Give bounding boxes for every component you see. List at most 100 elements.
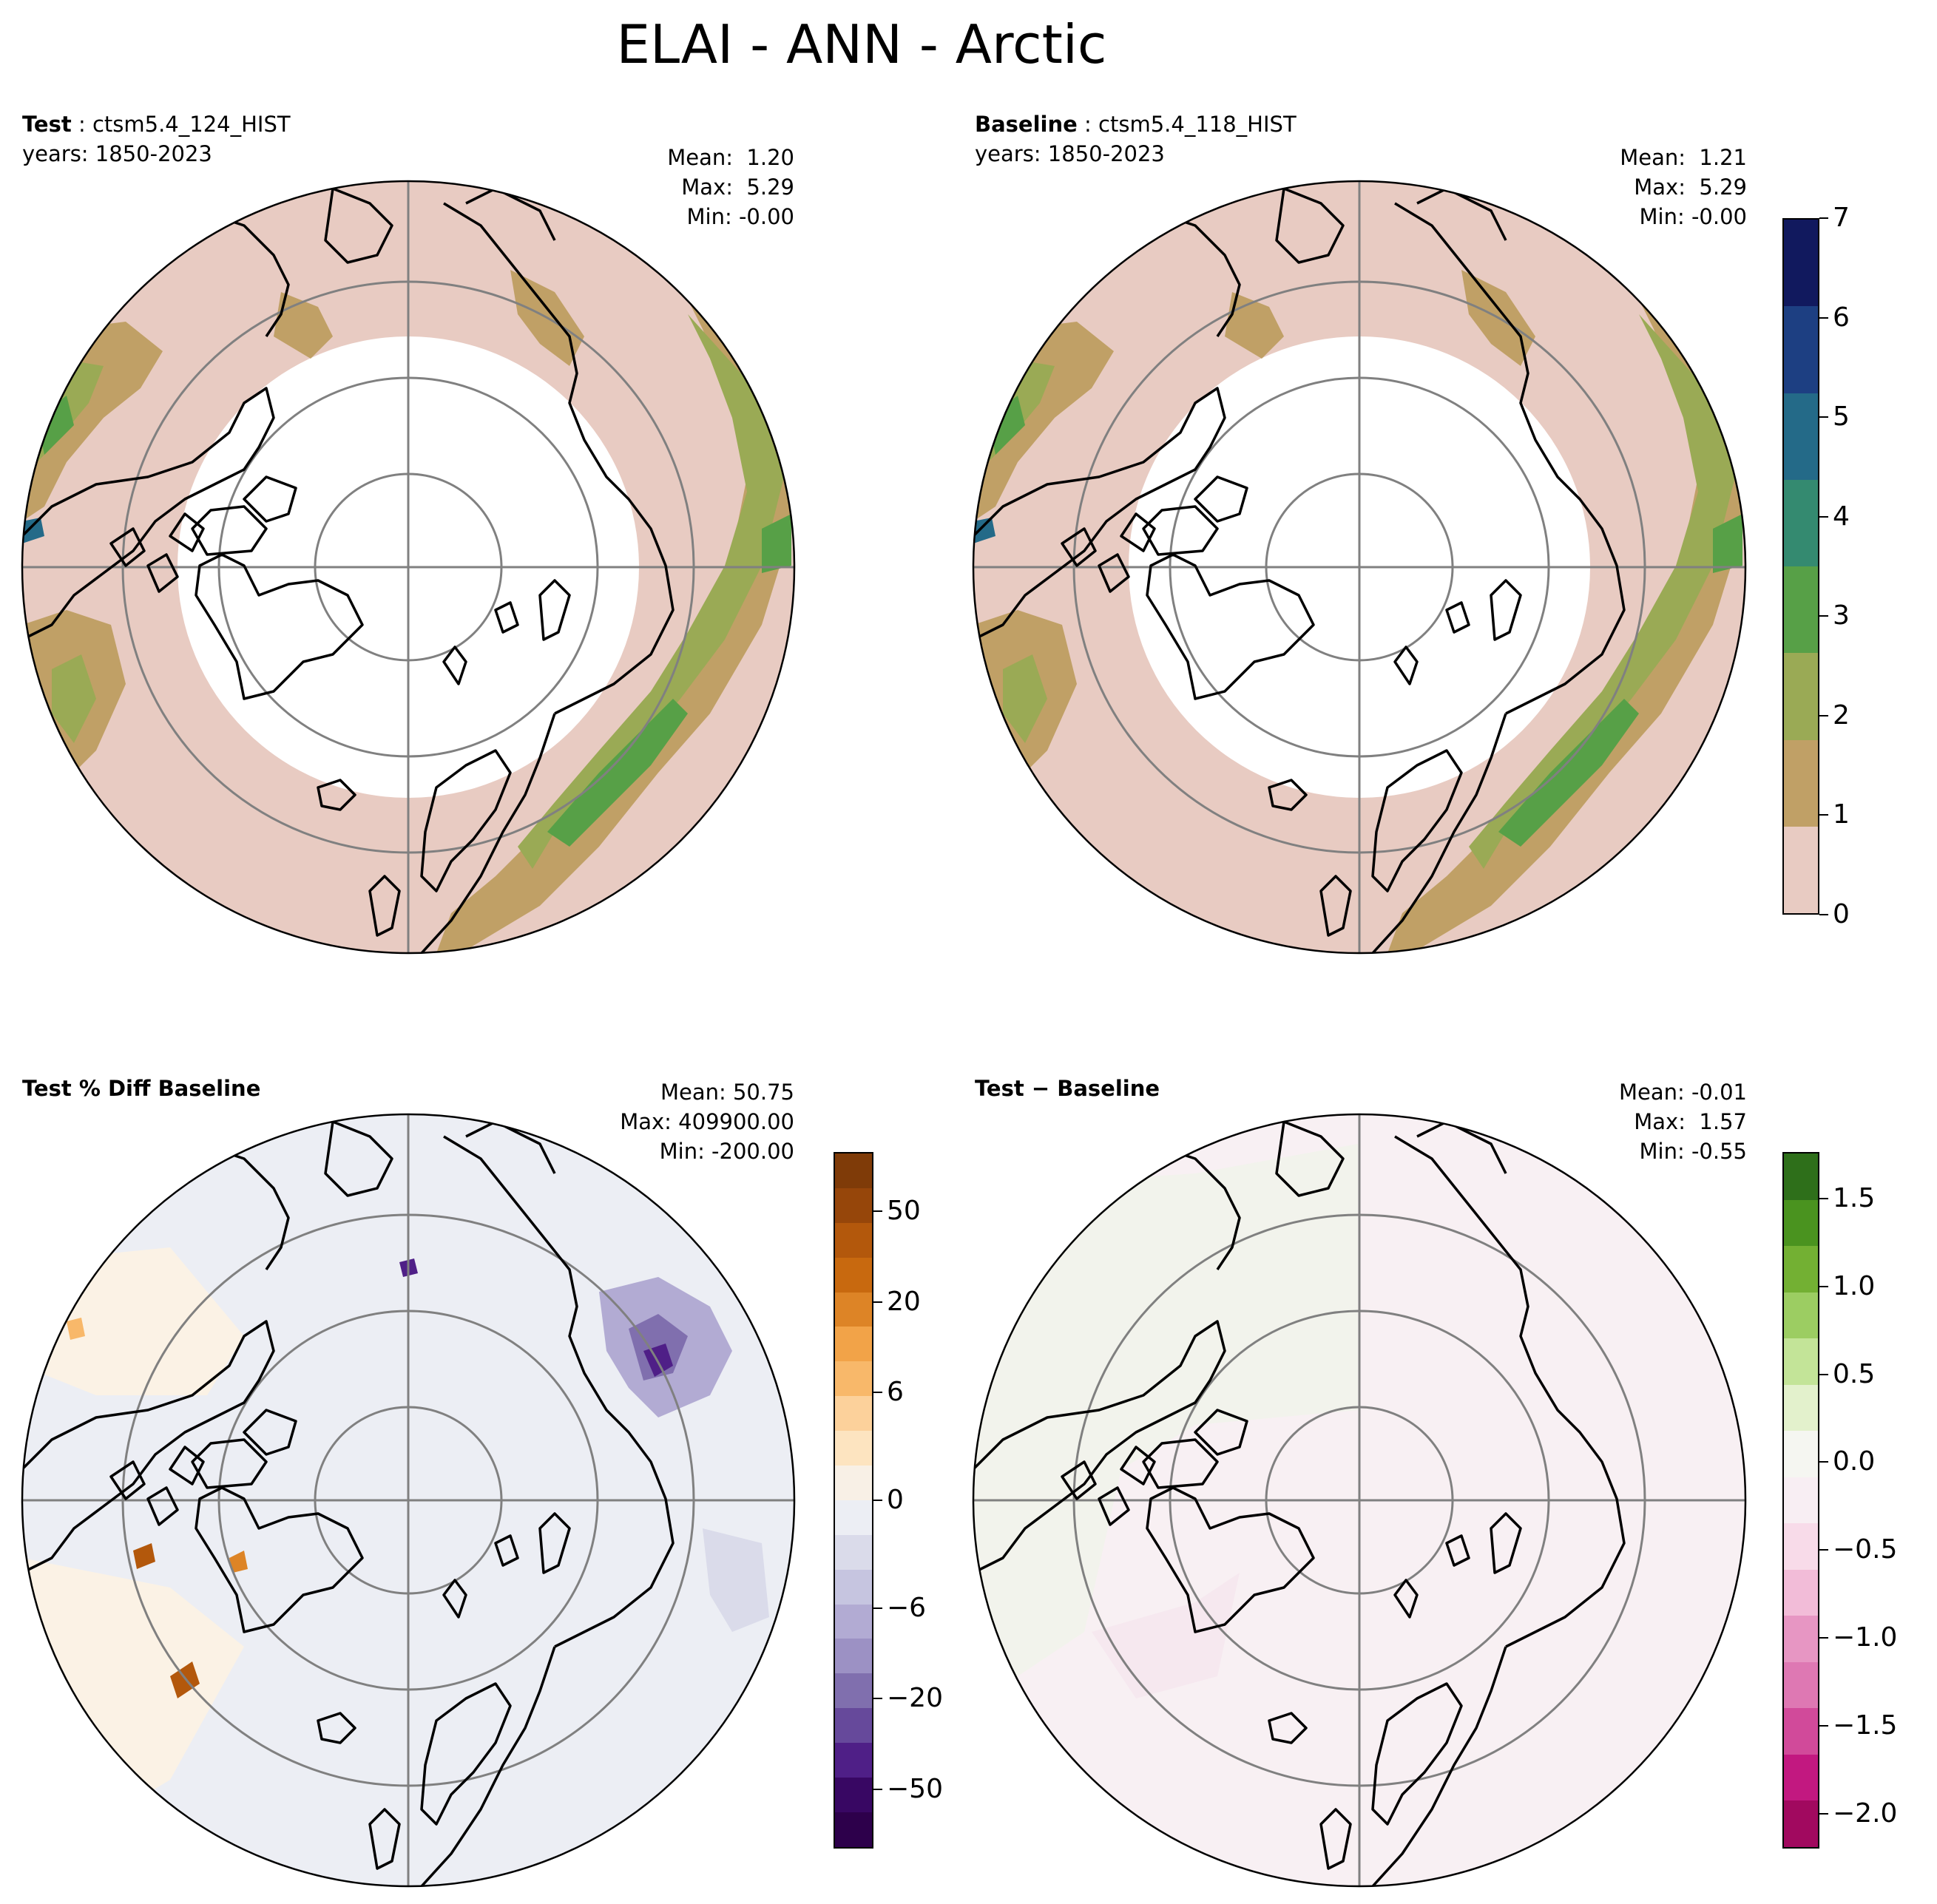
colorbar-segment	[835, 1534, 872, 1570]
coastline	[22, 1320, 275, 1574]
elai-colorbar	[1782, 218, 1819, 915]
coastline	[1319, 875, 1352, 937]
coastline	[1061, 527, 1097, 567]
colorbar-segment	[835, 1361, 872, 1397]
map-boundary	[21, 180, 796, 955]
colorbar-segment	[1784, 1431, 1818, 1477]
coastline	[368, 875, 401, 937]
colorbar-tick-label: −20	[887, 1683, 943, 1714]
colorbar-segment	[835, 1396, 872, 1432]
coastline	[443, 202, 675, 715]
colorbar-segment	[835, 1188, 872, 1223]
coastline	[1142, 1438, 1219, 1489]
shaded-region	[988, 396, 1025, 455]
colorbar-tick-mark	[873, 1788, 882, 1790]
coastline	[1371, 1682, 1463, 1826]
coastline	[465, 1120, 556, 1174]
coastline	[146, 553, 179, 593]
diff-label: Test − Baseline	[975, 1076, 1160, 1101]
colorbar-segment	[1784, 1708, 1818, 1755]
coastline	[1146, 1486, 1315, 1633]
colorbar-tick-mark	[873, 1607, 882, 1609]
coastline	[538, 579, 571, 641]
coastline	[1416, 1120, 1507, 1174]
colorbar-segment	[1784, 1754, 1818, 1801]
coastline	[1393, 1579, 1419, 1619]
colorbar-tick-mark	[1819, 316, 1828, 319]
coastline	[1445, 601, 1470, 634]
coastline	[494, 601, 519, 634]
coastline	[1490, 579, 1522, 641]
colorbar-segment	[1784, 220, 1818, 307]
coastline	[1445, 1534, 1470, 1567]
colorbar-tick-label: −1.0	[1833, 1622, 1898, 1653]
coastline	[973, 387, 1226, 641]
coastline	[443, 1135, 675, 1648]
colorbar-segment	[835, 1639, 872, 1674]
coastline	[1394, 202, 1626, 715]
shaded-region	[133, 1543, 155, 1569]
colorbar-tick-mark	[1819, 1285, 1828, 1287]
coastline	[317, 779, 356, 811]
coastline	[1061, 1460, 1097, 1500]
colorbar-tick-label: 20	[887, 1286, 921, 1317]
coastline	[1393, 646, 1419, 685]
coastline	[169, 1446, 205, 1485]
diff-stats: Mean: -0.01 Max: 1.57 Min: -0.55	[1618, 1080, 1747, 1164]
colorbar-segment	[835, 1743, 872, 1778]
coastline	[1371, 749, 1463, 892]
colorbar-segment	[835, 1466, 872, 1500]
colorbar-segment	[1784, 566, 1818, 654]
colorbar-tick-mark	[873, 1500, 882, 1501]
pctdiff-map	[21, 1113, 796, 1888]
colorbar-tick-label: 0	[887, 1485, 904, 1515]
coastline	[420, 1646, 556, 1886]
shaded-region	[1469, 314, 1735, 869]
colorbar-segment	[835, 1673, 872, 1709]
colorbar-segment	[1784, 479, 1818, 566]
diff-colorbar	[1782, 1152, 1819, 1849]
colorbar-tick-mark	[1819, 1725, 1828, 1727]
baseline-stats: Mean: 1.21 Max: 5.29 Min: -0.00	[1620, 145, 1747, 229]
colorbar-tick-mark	[1819, 914, 1828, 915]
coastline	[324, 1120, 393, 1197]
coastline	[1268, 1712, 1308, 1744]
coastline	[243, 1409, 297, 1456]
colorbar-segment	[835, 1500, 872, 1535]
colorbar-tick-label: 7	[1833, 203, 1850, 233]
map-content	[22, 181, 794, 953]
shaded-region	[973, 1144, 1358, 1706]
shaded-region	[547, 699, 688, 847]
colorbar-segment	[835, 1292, 872, 1327]
colorbar-tick-label: 6	[887, 1376, 904, 1407]
pctdiff-colorbar	[834, 1152, 873, 1849]
coastline	[1394, 1135, 1626, 1648]
pctdiff-label: Test % Diff Baseline	[22, 1076, 261, 1101]
coastline	[1275, 187, 1345, 264]
map-content	[973, 1114, 1745, 1886]
colorbar-segment	[1784, 393, 1818, 480]
coastline	[1319, 1808, 1352, 1870]
coastline	[1416, 187, 1507, 241]
coastline	[195, 1486, 364, 1633]
coastline	[442, 646, 467, 685]
colorbar-tick-label: 1	[1833, 799, 1850, 830]
shaded-region	[229, 1551, 248, 1573]
colorbar-tick-label: −6	[887, 1593, 927, 1623]
colorbar-tick-mark	[1819, 217, 1828, 219]
colorbar-segment	[835, 1327, 872, 1362]
coastline	[1120, 1446, 1156, 1485]
coastline	[420, 1682, 512, 1826]
colorbar-tick-label: −2.0	[1833, 1798, 1898, 1829]
baseline-label: Baseline : ctsm5.4_118_HIST years: 1850-…	[975, 112, 1297, 166]
colorbar-tick-mark	[873, 1391, 882, 1393]
map-content	[22, 1114, 794, 1886]
coastline	[1146, 553, 1315, 700]
baseline-map	[972, 180, 1747, 955]
shaded-region	[22, 518, 44, 543]
map-boundary	[972, 180, 1747, 955]
shaded-region	[170, 1661, 200, 1698]
colorbar-tick-mark	[1819, 714, 1828, 716]
coastline	[368, 1808, 401, 1870]
coastline	[1268, 779, 1308, 811]
